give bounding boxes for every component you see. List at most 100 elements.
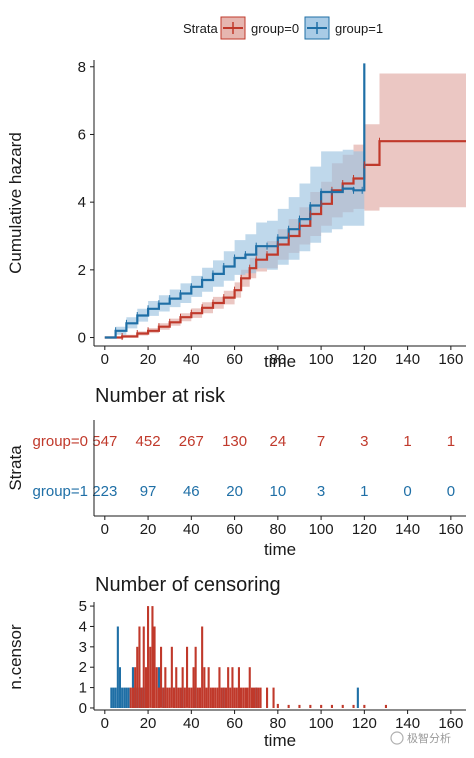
legend-key-group0 xyxy=(220,16,246,40)
censor-bar xyxy=(153,626,156,708)
censor-bar xyxy=(266,687,269,708)
censor-bar xyxy=(309,704,312,708)
censor-bar xyxy=(205,687,208,708)
censor-bar xyxy=(160,646,163,708)
x-tick-label: 100 xyxy=(309,521,334,538)
x-tick-label: 140 xyxy=(395,521,420,538)
censor-bar xyxy=(192,667,195,708)
censor-bar xyxy=(186,646,189,708)
censor-bar xyxy=(175,667,178,708)
risk-table-row-labels: group=0 group=1 xyxy=(33,433,88,500)
risk-table-title: Number at risk xyxy=(95,385,226,407)
censor-bar xyxy=(227,667,230,708)
legend-key-group1 xyxy=(304,16,330,40)
censor-bar xyxy=(218,667,221,708)
risk-cell: 0 xyxy=(447,483,455,500)
censor-bar xyxy=(207,667,210,708)
censor-bar xyxy=(231,667,234,708)
censor-bar xyxy=(131,687,134,708)
censor-bar xyxy=(237,667,240,708)
censor-bar xyxy=(112,687,115,708)
x-tick-label: 0 xyxy=(101,521,109,538)
censor-bar xyxy=(149,646,152,708)
censor-bar xyxy=(155,667,158,708)
censor-bar xyxy=(144,667,147,708)
confidence-bands xyxy=(104,73,467,338)
risk-cell: 3 xyxy=(317,483,325,500)
censor-bar xyxy=(114,687,117,708)
y-tick-label: 8 xyxy=(78,59,86,76)
censor-plot-title: Number of censoring xyxy=(95,574,281,596)
x-tick-label: 120 xyxy=(352,521,377,538)
y-tick-label: 0 xyxy=(79,700,87,717)
censor-bar xyxy=(168,687,171,708)
censor-bar xyxy=(121,687,124,708)
x-tick-label: 40 xyxy=(183,521,200,538)
legend-label-group1: group=1 xyxy=(335,21,383,36)
x-ticks: 0 20 40 60 80 100 120 140 160 xyxy=(101,346,463,368)
censor-bar xyxy=(320,704,323,708)
watermark-logo-icon xyxy=(390,731,404,745)
censor-bar xyxy=(211,687,214,708)
risk-row-label: group=1 xyxy=(33,483,88,500)
censor-bar xyxy=(116,626,119,708)
risk-cell: 3 xyxy=(360,433,368,450)
y-tick-label: 5 xyxy=(79,598,87,615)
risk-table-x-label: time xyxy=(264,540,296,559)
censor-bar xyxy=(181,667,184,708)
x-tick-label: 100 xyxy=(309,715,334,732)
risk-cell: 1 xyxy=(403,433,411,450)
censor-bar xyxy=(118,667,121,708)
censor-bar xyxy=(233,687,236,708)
censor-bar xyxy=(177,687,180,708)
x-tick-label: 160 xyxy=(438,521,463,538)
x-tick-label: 80 xyxy=(269,521,286,538)
censor-bar xyxy=(183,687,186,708)
censor-bar xyxy=(220,687,223,708)
censor-marks xyxy=(115,137,380,341)
censor-bar xyxy=(127,687,130,708)
risk-cell: 7 xyxy=(317,433,325,450)
y-axis-label: Cumulative hazard xyxy=(6,132,25,274)
legend-title: Strata xyxy=(183,21,218,36)
censor-bar xyxy=(222,687,225,708)
x-tick-label: 40 xyxy=(183,351,200,368)
risk-row-label: group=0 xyxy=(33,433,88,450)
hazard-plot: 0 2 4 6 8 0 20 40 60 80 100 120 140 160 time Cumulat… xyxy=(6,59,467,371)
censor-bar xyxy=(242,687,245,708)
y-ticks: 0 2 4 6 8 xyxy=(78,59,94,347)
censor-bar xyxy=(196,687,199,708)
risk-cell: 1 xyxy=(447,433,455,450)
censor-bar xyxy=(276,703,279,708)
censor-bar xyxy=(244,687,247,708)
x-tick-label: 120 xyxy=(352,715,377,732)
censor-bar xyxy=(140,687,143,708)
censor-bar xyxy=(341,704,344,708)
watermark-text: 极智分析 xyxy=(407,731,451,745)
censor-bar xyxy=(147,606,150,708)
ci-band-0 xyxy=(104,73,467,338)
x-tick-label: 20 xyxy=(140,521,157,538)
censor-bar xyxy=(209,687,212,708)
censor-bar xyxy=(188,687,191,708)
x-tick-label: 160 xyxy=(438,351,463,368)
x-tick-label: 120 xyxy=(352,351,377,368)
censor-bar xyxy=(246,687,249,708)
censor-bar xyxy=(352,704,355,708)
censor-bar xyxy=(248,667,251,708)
censor-bars xyxy=(110,606,387,708)
censor-bar xyxy=(257,687,260,708)
x-tick-label: 20 xyxy=(140,351,157,368)
censor-bar xyxy=(255,687,258,708)
hazard-line-0 xyxy=(104,140,466,339)
censor-bar xyxy=(224,687,227,708)
x-tick-label: 40 xyxy=(183,715,200,732)
censor-bar xyxy=(330,704,333,708)
censor-bar xyxy=(151,606,154,708)
censor-bar xyxy=(125,687,128,708)
censor-bar xyxy=(110,687,113,708)
risk-cell: 452 xyxy=(136,433,161,450)
censor-bar xyxy=(134,667,137,708)
censor-bar xyxy=(166,687,169,708)
